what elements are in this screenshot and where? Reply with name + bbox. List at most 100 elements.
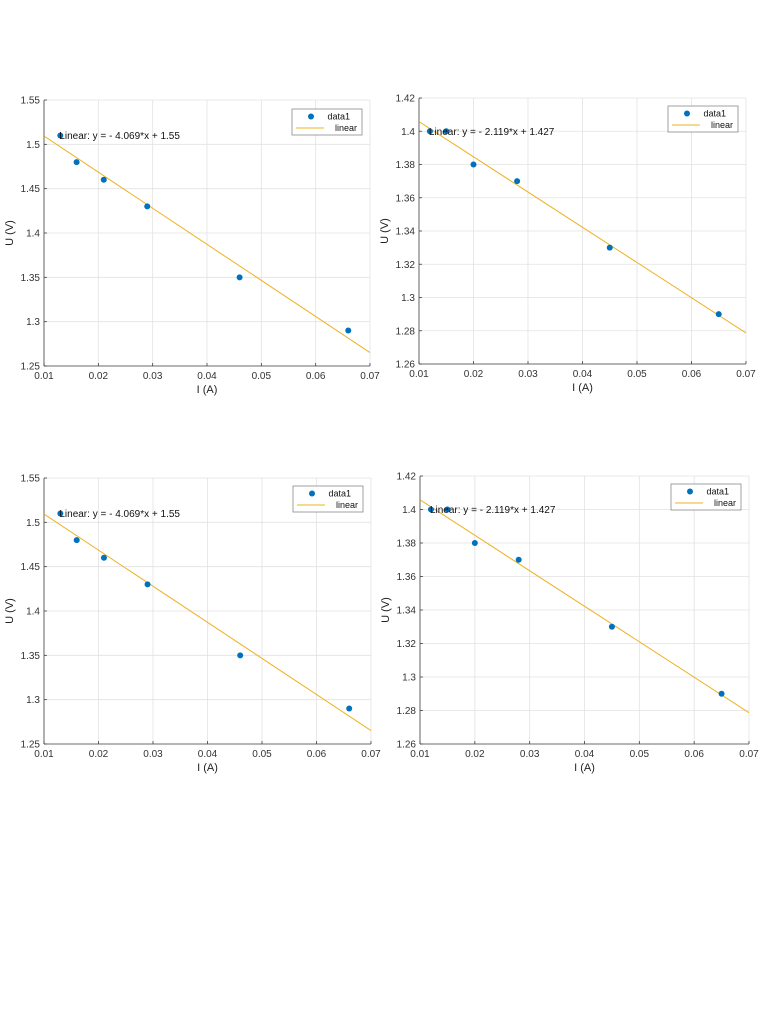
x-tick-label: 0.02: [464, 369, 484, 380]
y-tick-label: 1.4: [401, 127, 415, 138]
x-axis-label: I (A): [197, 762, 218, 774]
x-tick-label: 0.07: [736, 369, 756, 380]
legend-marker-data1: [684, 110, 690, 117]
y-tick-label: 1.32: [397, 639, 417, 650]
y-tick-label: 1.35: [21, 273, 41, 284]
x-tick-label: 0.05: [252, 749, 272, 760]
y-tick-label: 1.25: [21, 740, 41, 751]
y-tick-label: 1.3: [26, 317, 40, 328]
y-tick-label: 1.45: [21, 562, 41, 573]
x-tick-label: 0.04: [197, 371, 217, 382]
fit-equation-annotation: Linear: y = - 4.069*x + 1.55: [59, 509, 180, 520]
y-tick-label: 1.38: [396, 160, 416, 171]
x-tick-label: 0.07: [360, 371, 380, 382]
data-point: [608, 623, 615, 630]
y-tick-label: 1.26: [397, 740, 417, 751]
y-tick-label: 1.3: [402, 673, 416, 684]
x-tick-label: 0.05: [252, 371, 272, 382]
legend-marker-data1: [687, 488, 693, 495]
y-tick-label: 1.3: [401, 293, 415, 304]
fit-equation-annotation: Linear: y = - 2.119*x + 1.427: [430, 505, 556, 516]
y-tick-label: 1.35: [21, 651, 41, 662]
data-point: [470, 161, 477, 168]
y-tick-label: 1.55: [21, 96, 41, 107]
x-tick-label: 0.01: [409, 369, 429, 380]
legend-label-linear: linear: [714, 498, 736, 508]
y-tick-label: 1.5: [26, 518, 40, 529]
x-tick-label: 0.06: [307, 749, 327, 760]
y-tick-label: 1.55: [21, 474, 41, 485]
y-axis-label: U (V): [379, 218, 391, 244]
data-point: [57, 510, 64, 517]
y-tick-label: 1.42: [396, 94, 416, 105]
x-tick-label: 0.01: [34, 371, 54, 382]
data-point: [144, 203, 151, 210]
x-axis-label: I (A): [572, 382, 593, 394]
data-point: [100, 176, 107, 183]
data-point: [444, 506, 451, 513]
legend-box: [292, 485, 364, 513]
x-tick-label: 0.03: [520, 749, 540, 760]
legend-label-data1: data1: [703, 109, 726, 119]
x-tick-label: 0.04: [573, 369, 593, 380]
y-tick-label: 1.42: [397, 472, 417, 483]
x-tick-label: 0.05: [627, 369, 647, 380]
chart-top-left: 0.01 0.02 0.03 0.04 0.05 0.06 0.07 1.25 1.3 1.35 1…: [4, 96, 380, 397]
x-tick-label: 0.06: [306, 371, 326, 382]
legend-box: [670, 483, 742, 511]
y-tick-label: 1.28: [397, 706, 417, 717]
legend-label-data1: data1: [327, 112, 350, 122]
data-point: [514, 178, 521, 185]
data-point: [345, 327, 352, 334]
data-point: [426, 128, 433, 135]
series-linear-fit-line: [44, 513, 371, 731]
x-tick-label: 0.02: [89, 749, 109, 760]
data-point: [515, 556, 522, 563]
series-linear-fit-line: [419, 121, 746, 334]
y-tick-label: 1.4: [402, 505, 416, 516]
data-point: [73, 537, 80, 544]
y-tick-label: 1.34: [396, 227, 416, 238]
x-axis-label: I (A): [197, 384, 218, 396]
y-axis-label: U (V): [380, 597, 392, 623]
data-point: [427, 506, 434, 513]
y-tick-label: 1.36: [396, 193, 416, 204]
data-point: [606, 244, 613, 251]
x-tick-label: 0.06: [684, 749, 704, 760]
x-tick-label: 0.05: [630, 749, 650, 760]
y-tick-label: 1.26: [396, 360, 416, 371]
x-axis-label: I (A): [574, 762, 595, 774]
y-tick-label: 1.25: [21, 362, 41, 373]
y-axis-label: U (V): [4, 598, 16, 624]
data-point: [715, 311, 722, 318]
x-tick-label: 0.01: [410, 749, 430, 760]
series-linear-fit-line: [44, 135, 370, 353]
series-linear-fit-line: [420, 499, 749, 714]
chart-top-right: 0.01 0.02 0.03 0.04 0.05 0.06 0.07 1.26 1.28 1.3 1…: [379, 94, 756, 395]
data-point: [346, 705, 353, 712]
y-tick-label: 1.4: [26, 229, 40, 240]
data-point: [237, 652, 244, 659]
y-tick-label: 1.4: [26, 607, 40, 618]
chart-bottom-right: 0.01 0.02 0.03 0.04 0.05 0.06 0.07 1.26 1.28 1.3 1…: [380, 472, 759, 775]
y-tick-label: 1.34: [397, 606, 417, 617]
legend-label-linear: linear: [336, 500, 358, 510]
data-point: [100, 554, 107, 561]
x-tick-label: 0.02: [465, 749, 485, 760]
data-point: [471, 540, 478, 546]
x-tick-label: 0.04: [575, 749, 595, 760]
legend-label-linear: linear: [335, 123, 357, 133]
x-tick-label: 0.02: [89, 371, 109, 382]
x-tick-label: 0.03: [518, 369, 538, 380]
y-tick-label: 1.3: [26, 695, 40, 706]
y-tick-label: 1.45: [21, 184, 41, 195]
x-tick-label: 0.07: [361, 749, 381, 760]
data-point: [443, 128, 450, 135]
x-tick-label: 0.03: [143, 371, 163, 382]
legend-label-data1: data1: [706, 487, 729, 497]
legend-box: [667, 105, 739, 133]
x-tick-label: 0.07: [739, 749, 759, 760]
